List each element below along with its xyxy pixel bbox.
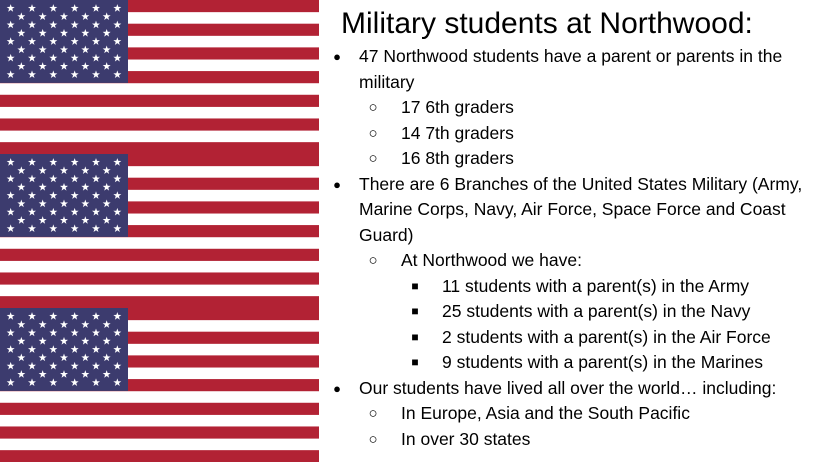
list-item: ○ At Northwood we have: (330, 248, 820, 274)
us-flag-icon (0, 0, 319, 154)
bullet-circle-icon: ○ (368, 252, 378, 269)
bullet-square-icon: ■ (411, 329, 419, 344)
list-item: ■ 9 students with a parent(s) in the Mari… (330, 350, 820, 376)
bullet-circle-icon: ○ (368, 124, 378, 142)
list-item: ○ 14 7th graders (330, 121, 820, 147)
list-item: ● Our students have lived all over the wo… (330, 376, 820, 402)
bullet-disc-icon: ● (333, 176, 341, 192)
bullet-circle-icon: ○ (368, 150, 378, 167)
bullet-list: ● 47 Northwood students have a parent or … (330, 44, 820, 452)
bullet-circle-icon: ○ (368, 430, 378, 448)
flag-column (0, 0, 319, 462)
bullet-square-icon: ■ (411, 355, 419, 369)
bullet-circle-icon: ○ (368, 99, 378, 116)
bullet-square-icon: ■ (411, 278, 419, 293)
list-item: ● There are 6 Branches of the United Stat… (330, 172, 820, 249)
slide-title: Military students at Northwood: (341, 7, 753, 40)
bullet-disc-icon: ● (333, 380, 341, 396)
list-item: ○ 17 6th graders (330, 95, 820, 121)
list-item: ■ 25 students with a parent(s) in the Nav… (330, 299, 820, 325)
list-item: ● 47 Northwood students have a parent or … (330, 44, 820, 95)
list-item: ■ 11 students with a parent(s) in the Arm… (330, 274, 820, 300)
list-item: ○ In Europe, Asia and the South Pacific (330, 401, 820, 427)
slide-content: Military students at Northwood: ● 47 Nort… (330, 4, 820, 452)
list-item: ○ 16 8th graders (330, 146, 820, 172)
us-flag-icon (0, 154, 319, 308)
bullet-square-icon: ■ (411, 304, 419, 318)
list-item: ○ In over 30 states (330, 427, 820, 453)
bullet-circle-icon: ○ (368, 405, 378, 422)
list-item: ■ 2 students with a parent(s) in the Air … (330, 325, 820, 351)
bullet-disc-icon: ● (333, 49, 341, 64)
us-flag-icon (0, 308, 319, 462)
